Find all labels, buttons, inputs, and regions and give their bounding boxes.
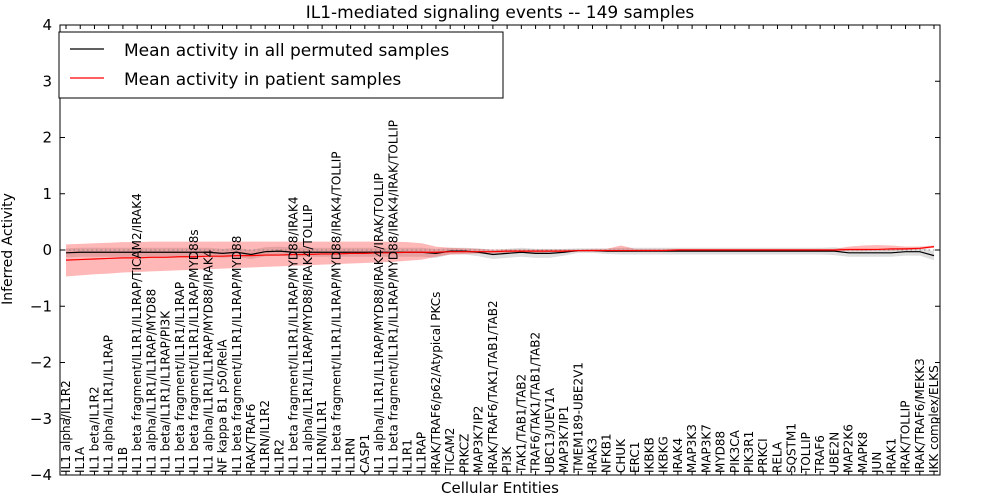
x-category-label: MAP3K3 [685,424,699,473]
x-category-label: MAP3K7 [699,424,713,473]
x-category-label: IRAK1 [884,438,898,473]
x-category-label: ERC1 [628,442,642,473]
x-category-label: MAP3K7IP2 [472,406,486,473]
x-category-label: IKBKG [657,436,671,473]
y-tick-label: −4 [30,466,52,484]
x-category-label: PRKCZ [457,434,471,473]
x-category-label: RELA [770,441,784,473]
x-category-label: TAK1/TAB1/TAB2 [514,374,528,474]
x-category-label: MYD88 [714,431,728,473]
x-category-label: CHUK [614,438,628,473]
x-category-label: PRKCI [756,438,770,473]
legend-label-permuted: Mean activity in all permuted samples [124,41,449,61]
x-category-label: IL1 beta fragment/IL1R1/IL1RAP/MYD88/IRA… [287,196,301,473]
x-category-label: IL1R1 [401,439,415,473]
permuted-mean-line [65,249,935,257]
x-category-label: MAP3K7IP1 [557,406,571,473]
chart-title: IL1-mediated signaling events -- 149 sam… [306,3,695,23]
y-tick-label: 2 [42,129,52,147]
x-category-label: IL1RN [344,438,358,473]
x-category-label: TOLLIP [799,432,813,474]
x-category-label: IL1 beta fragment/IL1R1/IL1RAP/MYD88 [230,236,244,473]
x-category-label: PIK3CA [728,429,742,473]
x-category-label: PIK3R1 [742,431,756,473]
x-category-label: IRAK4 [671,438,685,473]
x-category-label: IL1 beta/IL1R2 [87,386,101,473]
y-tick-label: 0 [42,241,52,259]
legend-label-patient: Mean activity in patient samples [124,70,401,90]
x-category-label: IL1 alpha/IL1R1/IL1RAP/MYD88/IRAK4/IRAK/… [372,173,386,473]
x-category-label: IL1RAP [415,432,429,473]
x-category-label: IL1B [116,447,130,473]
x-category-label: IL1 alpha/IL1R2 [59,380,73,473]
x-category-label: IKK complex/ELKS [927,365,941,473]
x-category-label: IL1A [73,446,87,473]
x-category-label: JUN [870,452,884,474]
y-tick-label: 1 [42,185,52,203]
x-category-label: MAP2K6 [842,424,856,473]
x-category-label: IRAK/TOLLIP [899,401,913,473]
x-category-label: IRAK/TRAF6 [244,404,258,473]
legend-frame [58,31,504,99]
y-tick-label: 3 [42,72,52,90]
x-category-label: IL1 alpha/IL1R1/IL1RAP/MYD88/IRAK4/TOLLI… [301,205,315,473]
x-category-label: PI3K [500,446,514,473]
x-category-label: IL1R2 [272,439,286,473]
x-category-label: IL1 beta/IL1R1/IL1RAP/PI3K [159,310,173,473]
x-category-label: IL1 alpha/IL1R1/IL1RAP [102,335,116,473]
x-category-label: IRAK/TRAF6/TAK1/TAB1/TAB2 [486,300,500,473]
x-category-label: TMEM189-UBE2V1 [571,362,585,474]
x-category-label: CASP1 [358,434,372,473]
x-category-label: IRAK/TRAF6/MEKK3 [913,358,927,473]
x-category-label: TRAF6 [813,435,827,474]
x-category-label: IL1RN/IL1R2 [258,400,272,473]
y-axis-label: Inferred Activity [0,193,16,305]
x-category-label: IL1 beta fragment/IL1R1/IL1RAP [173,282,187,473]
patient-mean-line [65,246,935,261]
x-category-label: IL1 alpha/IL1R1/IL1RAP/MYD88/IRAK4 [201,250,215,473]
x-category-label: TICAM2 [443,428,457,474]
y-tick-label: −1 [30,297,52,315]
x-category-label: UBC13/UEV1A [543,387,557,473]
legend: Mean activity in all permuted samples Me… [58,31,504,99]
x-category-label: IL1 alpha/IL1R1/IL1RAP/MYD88 [144,289,158,473]
x-category-label: IRAK3 [585,438,599,473]
x-category-label: IRAK/TRAF6/p62/Atypical PKCs [429,292,443,473]
y-tick-label: 4 [42,16,52,34]
x-category-label: IL1 beta fragment/IL1R1/IL1RAP/MYD88s [187,229,201,473]
x-axis-label: Cellular Entities [441,479,559,497]
x-category-label: UBE2N [827,432,841,473]
x-category-label: IL1 beta fragment/IL1R1/IL1RAP/MYD88/IRA… [329,152,343,473]
x-category-label: NF kappa B1 p50/RelA [216,339,230,473]
x-category-label: TRAF6/TAK1/TAB1/TAB2 [529,332,543,474]
x-category-label: IL1RN/IL1R1 [315,400,329,473]
x-category-label: IL1 beta fragment/IL1R1/IL1RAP/MYD88/IRA… [386,120,400,473]
x-category-label: IKBKB [642,437,656,473]
y-tick-label: −2 [30,354,52,372]
x-category-label: NFKB1 [600,433,614,473]
y-tick-label: −3 [30,410,52,428]
x-category-label: IL1 beta fragment/IL1R1/IL1RAP/TICAM2/IR… [130,193,144,473]
x-category-label: SQSTM1 [785,423,799,473]
x-category-label: MAPK8 [856,432,870,473]
